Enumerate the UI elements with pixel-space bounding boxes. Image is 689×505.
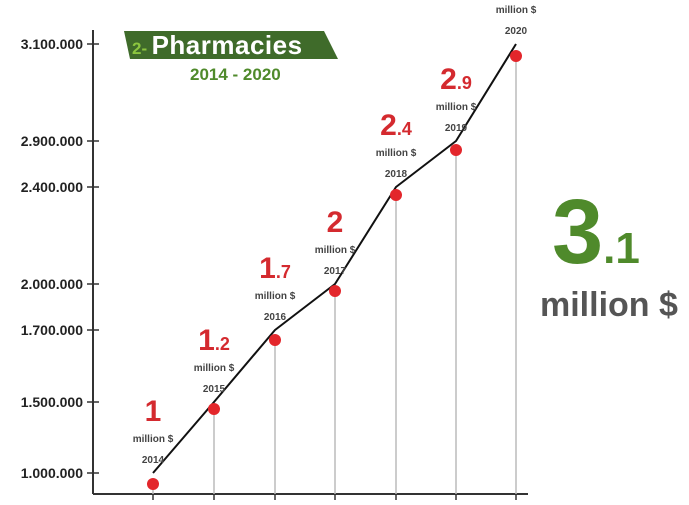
data-point-2017 [329,285,341,297]
data-point-2015 [208,403,220,415]
data-label-year: 2014 [142,455,165,466]
data-label-year: 2017 [324,266,347,277]
data-point-2018 [390,189,402,201]
y-tick-label: 2.900.000 [21,133,83,149]
total-dec: .1 [603,224,640,273]
title-main: Pharmacies [151,30,303,60]
total-unit: million $ [540,286,678,324]
y-tick-label: 2.000.000 [21,276,83,292]
series-line [152,43,517,474]
data-label-value: 1 [145,395,162,428]
data-points [147,50,522,490]
data-label-year: 2018 [385,169,408,180]
data-label-year: 2016 [264,312,287,323]
chart-subtitle: 2014 - 2020 [190,65,281,84]
data-label-value: 1.2 [198,324,230,357]
y-tick-label: 1.500.000 [21,394,83,410]
point-drop-lines [152,56,517,494]
data-labels: 1 million $ 2014 1.2 million $ 2015 1.7 million… [133,5,537,466]
series-path [152,43,517,474]
y-tick-label: 3.100.000 [21,36,83,52]
title-banner [124,31,338,59]
chart-title: 2- Pharmacies [132,30,303,60]
data-label-year: 2015 [203,384,226,395]
y-tick-label: 1.000.000 [21,465,83,481]
data-point-2020 [510,50,522,62]
data-label-unit: million $ [255,291,296,302]
y-tick-label: 1.700.000 [21,322,83,338]
data-label-value: 2.9 [440,63,472,96]
data-label-year: 2020 [505,26,528,37]
total-int: 3 [552,181,604,283]
data-label-unit: million $ [436,102,477,113]
data-point-2016 [269,334,281,346]
title-prefix: 2- [132,39,148,58]
total-value: 3.1 [552,186,640,278]
data-label-value: 2 [327,206,344,239]
data-label-unit: million $ [496,5,537,16]
data-point-2019 [450,144,462,156]
data-label-unit: million $ [315,245,356,256]
y-tick-label: 2.400.000 [21,179,83,195]
data-point-2014 [147,478,159,490]
data-label-unit: million $ [133,434,174,445]
data-label-unit: million $ [194,363,235,374]
data-label-value: 2.4 [380,109,412,142]
data-label-unit: million $ [376,148,417,159]
data-label-year: 2019 [445,123,468,134]
chart-axes [92,30,528,500]
data-label-value: 1.7 [259,252,291,285]
y-axis-ticks: 1.000.000 1.500.000 1.700.000 2.000.000 2.40… [21,36,99,481]
